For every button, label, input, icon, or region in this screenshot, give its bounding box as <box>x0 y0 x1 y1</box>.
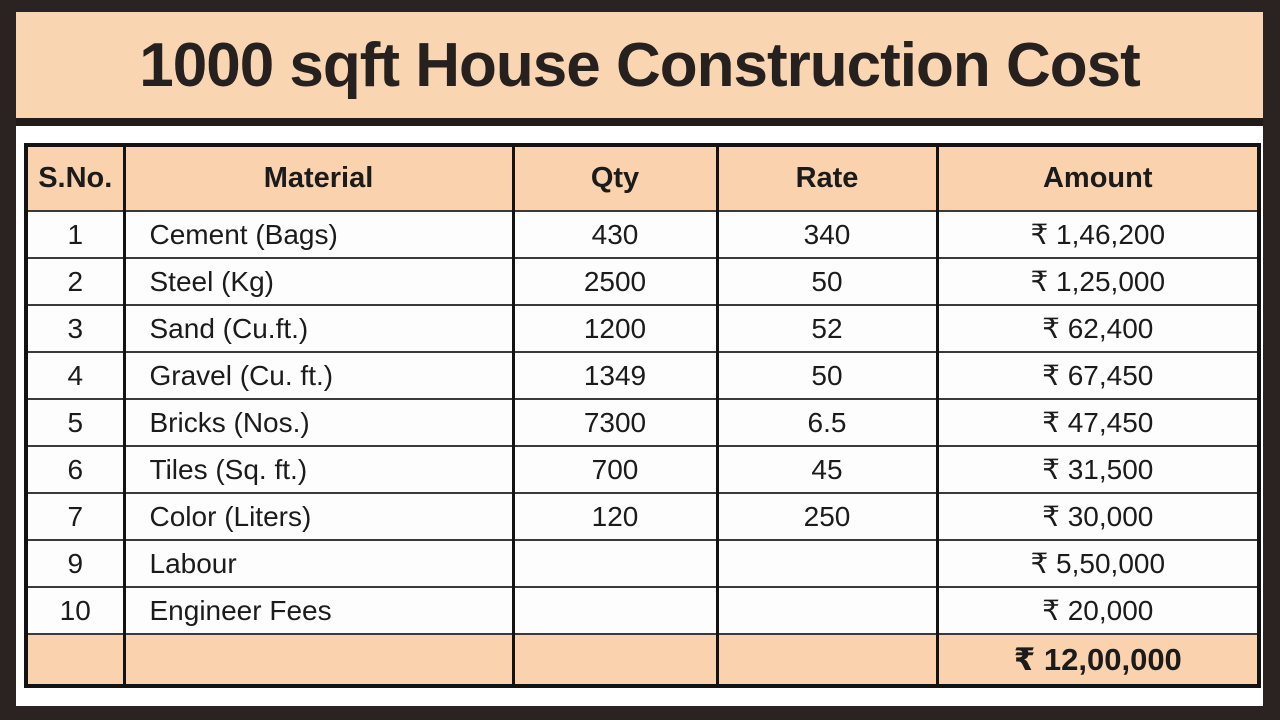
cell-qty: 7300 <box>511 398 719 447</box>
cell-sno: 10 <box>24 586 126 635</box>
total-cell-qty <box>511 633 719 687</box>
cell-rate: 50 <box>715 351 939 400</box>
cell-material: Bricks (Nos.) <box>122 398 515 447</box>
table-header-row: S.No. Material Qty Rate Amount <box>24 144 1261 212</box>
column-header-sno: S.No. <box>24 144 126 212</box>
cell-material: Tiles (Sq. ft.) <box>122 445 515 494</box>
construction-cost-table: S.No. Material Qty Rate Amount 1 Cement (Bags… <box>24 143 1261 688</box>
cell-material: Gravel (Cu. ft.) <box>122 351 515 400</box>
table-header: S.No. Material Qty Rate Amount <box>24 144 1261 212</box>
cell-rate <box>715 539 939 588</box>
cell-rate: 250 <box>715 492 939 541</box>
table-row: 5 Bricks (Nos.) 7300 6.5 ₹ 47,450 <box>24 398 1261 447</box>
cell-sno: 4 <box>24 351 126 400</box>
cell-amount: ₹ 1,25,000 <box>935 257 1261 306</box>
cell-sno: 3 <box>24 304 126 353</box>
cell-amount: ₹ 67,450 <box>935 351 1261 400</box>
cell-amount: ₹ 31,500 <box>935 445 1261 494</box>
spacer <box>16 126 1263 143</box>
table-row: 9 Labour ₹ 5,50,000 <box>24 539 1261 588</box>
table-body: 1 Cement (Bags) 430 340 ₹ 1,46,200 2 Steel (Kg… <box>24 210 1261 635</box>
table-row: 2 Steel (Kg) 2500 50 ₹ 1,25,000 <box>24 257 1261 306</box>
cell-rate: 6.5 <box>715 398 939 447</box>
table-row: 4 Gravel (Cu. ft.) 1349 50 ₹ 67,450 <box>24 351 1261 400</box>
cell-amount: ₹ 62,400 <box>935 304 1261 353</box>
column-header-amount: Amount <box>935 144 1261 212</box>
cell-sno: 2 <box>24 257 126 306</box>
cell-amount: ₹ 47,450 <box>935 398 1261 447</box>
total-amount: ₹ 12,00,000 <box>935 633 1261 687</box>
cell-amount: ₹ 1,46,200 <box>935 210 1261 259</box>
cell-rate: 340 <box>715 210 939 259</box>
cell-qty: 1200 <box>511 304 719 353</box>
cell-sno: 1 <box>24 210 126 259</box>
cell-material: Color (Liters) <box>122 492 515 541</box>
total-cell-rate <box>715 633 939 687</box>
cell-material: Engineer Fees <box>122 586 515 635</box>
cell-amount: ₹ 30,000 <box>935 492 1261 541</box>
cell-amount: ₹ 20,000 <box>935 586 1261 635</box>
table-footer: ₹ 12,00,000 <box>24 633 1261 687</box>
cell-qty: 430 <box>511 210 719 259</box>
table-row: 1 Cement (Bags) 430 340 ₹ 1,46,200 <box>24 210 1261 259</box>
table-row: 6 Tiles (Sq. ft.) 700 45 ₹ 31,500 <box>24 445 1261 494</box>
cell-rate <box>715 586 939 635</box>
total-cell-sno <box>24 633 126 687</box>
cell-sno: 6 <box>24 445 126 494</box>
table-row: 3 Sand (Cu.ft.) 1200 52 ₹ 62,400 <box>24 304 1261 353</box>
cell-material: Sand (Cu.ft.) <box>122 304 515 353</box>
page-title: 1000 sqft House Construction Cost <box>139 30 1140 100</box>
cell-qty: 120 <box>511 492 719 541</box>
cell-sno: 5 <box>24 398 126 447</box>
total-cell-material <box>122 633 515 687</box>
cell-qty <box>511 539 719 588</box>
table-row: 7 Color (Liters) 120 250 ₹ 30,000 <box>24 492 1261 541</box>
cell-amount: ₹ 5,50,000 <box>935 539 1261 588</box>
total-row: ₹ 12,00,000 <box>24 633 1261 687</box>
column-header-rate: Rate <box>715 144 939 212</box>
table-row: 10 Engineer Fees ₹ 20,000 <box>24 586 1261 635</box>
cell-rate: 50 <box>715 257 939 306</box>
cell-sno: 9 <box>24 539 126 588</box>
cell-qty: 2500 <box>511 257 719 306</box>
cell-qty <box>511 586 719 635</box>
cell-qty: 1349 <box>511 351 719 400</box>
column-header-qty: Qty <box>511 144 719 212</box>
cell-material: Labour <box>122 539 515 588</box>
cell-material: Cement (Bags) <box>122 210 515 259</box>
title-banner: 1000 sqft House Construction Cost <box>16 12 1263 126</box>
cell-rate: 45 <box>715 445 939 494</box>
cell-sno: 7 <box>24 492 126 541</box>
cell-rate: 52 <box>715 304 939 353</box>
column-header-material: Material <box>122 144 515 212</box>
cell-qty: 700 <box>511 445 719 494</box>
cell-material: Steel (Kg) <box>122 257 515 306</box>
